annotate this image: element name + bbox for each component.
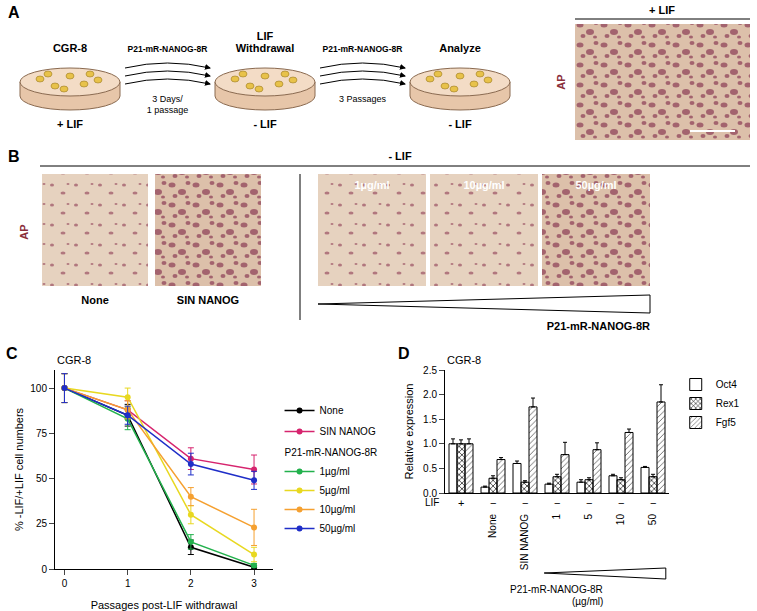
svg-text:10µg/ml: 10µg/ml bbox=[320, 504, 356, 515]
svg-text:3 Passages: 3 Passages bbox=[339, 94, 387, 104]
svg-text:LIF: LIF bbox=[425, 497, 439, 508]
svg-text:2.5: 2.5 bbox=[423, 365, 437, 376]
svg-text:1.0: 1.0 bbox=[423, 438, 437, 449]
svg-text:1µg/ml: 1µg/ml bbox=[354, 179, 389, 191]
svg-text:5: 5 bbox=[583, 514, 594, 520]
svg-text:SIN NANOG: SIN NANOG bbox=[177, 294, 239, 306]
svg-text:1.5: 1.5 bbox=[423, 414, 437, 425]
svg-text:SIN NANOG: SIN NANOG bbox=[519, 514, 530, 570]
svg-text:P21-mR-NANOG-8R: P21-mR-NANOG-8R bbox=[547, 320, 650, 332]
svg-text:(µg/ml): (µg/ml) bbox=[572, 596, 603, 607]
svg-text:−: − bbox=[522, 497, 528, 509]
svg-text:50: 50 bbox=[36, 473, 48, 484]
svg-text:10µg/ml: 10µg/ml bbox=[463, 179, 504, 191]
svg-text:CGR-8: CGR-8 bbox=[57, 354, 91, 366]
svg-text:% -LIF/+LIF cell numbers: % -LIF/+LIF cell numbers bbox=[13, 407, 25, 531]
svg-text:1 passage: 1 passage bbox=[147, 105, 189, 115]
svg-text:None: None bbox=[81, 294, 109, 306]
svg-text:CGR-8: CGR-8 bbox=[53, 42, 87, 54]
svg-text:−: − bbox=[618, 497, 624, 509]
svg-text:SIN NANOG: SIN NANOG bbox=[320, 426, 376, 437]
svg-text:None: None bbox=[487, 514, 498, 538]
svg-text:Rex1: Rex1 bbox=[716, 398, 740, 409]
svg-text:1: 1 bbox=[551, 514, 562, 520]
svg-text:−: − bbox=[650, 497, 656, 509]
svg-text:3: 3 bbox=[251, 578, 257, 589]
svg-text:P21-mR-NANOG-8R: P21-mR-NANOG-8R bbox=[128, 44, 208, 54]
svg-text:−: − bbox=[586, 497, 592, 509]
svg-text:75: 75 bbox=[36, 428, 48, 439]
svg-text:50µg/ml: 50µg/ml bbox=[320, 523, 356, 534]
svg-text:B: B bbox=[8, 148, 20, 165]
svg-text:Fgf5: Fgf5 bbox=[716, 417, 736, 428]
svg-text:0: 0 bbox=[41, 564, 47, 575]
svg-text:3 Days/: 3 Days/ bbox=[152, 94, 183, 104]
svg-text:+ LIF: + LIF bbox=[649, 4, 675, 16]
html-text:D: D bbox=[398, 345, 410, 362]
svg-text:2: 2 bbox=[188, 578, 194, 589]
svg-text:CGR-8: CGR-8 bbox=[447, 354, 481, 366]
svg-text:A: A bbox=[8, 4, 20, 21]
svg-text:Oct4: Oct4 bbox=[716, 379, 738, 390]
svg-text:Relative expression: Relative expression bbox=[403, 384, 415, 480]
svg-text:AP: AP bbox=[18, 224, 30, 239]
svg-text:2.0: 2.0 bbox=[423, 389, 437, 400]
svg-text:AP: AP bbox=[555, 74, 567, 89]
svg-text:Passages post-LIF withdrawal: Passages post-LIF withdrawal bbox=[91, 599, 238, 611]
svg-text:0.0: 0.0 bbox=[423, 488, 437, 499]
svg-text:+: + bbox=[458, 497, 464, 509]
svg-text:P21-mR-NANOG-8R: P21-mR-NANOG-8R bbox=[285, 447, 378, 458]
svg-text:P21-mR-NANOG-8R: P21-mR-NANOG-8R bbox=[510, 584, 603, 595]
svg-text:- LIF: - LIF bbox=[253, 118, 276, 130]
svg-text:P21-mR-NANOG-8R: P21-mR-NANOG-8R bbox=[323, 44, 403, 54]
svg-text:50µg/ml: 50µg/ml bbox=[575, 179, 616, 191]
svg-text:−: − bbox=[490, 497, 496, 509]
svg-text:LIF: LIF bbox=[257, 30, 274, 42]
svg-text:1: 1 bbox=[125, 578, 131, 589]
svg-text:Withdrawal: Withdrawal bbox=[236, 42, 295, 54]
svg-text:0.5: 0.5 bbox=[423, 463, 437, 474]
svg-text:- LIF: - LIF bbox=[388, 150, 411, 162]
svg-text:100: 100 bbox=[30, 383, 47, 394]
svg-text:Analyze: Analyze bbox=[439, 42, 481, 54]
svg-text:−: − bbox=[554, 497, 560, 509]
svg-text:0: 0 bbox=[62, 578, 68, 589]
svg-text:50: 50 bbox=[647, 514, 658, 526]
svg-text:10: 10 bbox=[615, 514, 626, 526]
svg-text:1µg/ml: 1µg/ml bbox=[320, 466, 350, 477]
svg-text:- LIF: - LIF bbox=[448, 118, 471, 130]
svg-text:+ LIF: + LIF bbox=[57, 118, 83, 130]
svg-text:25: 25 bbox=[36, 518, 48, 529]
svg-text:None: None bbox=[320, 405, 344, 416]
svg-text:5µg/ml: 5µg/ml bbox=[320, 485, 350, 496]
html-text:C: C bbox=[6, 345, 18, 362]
